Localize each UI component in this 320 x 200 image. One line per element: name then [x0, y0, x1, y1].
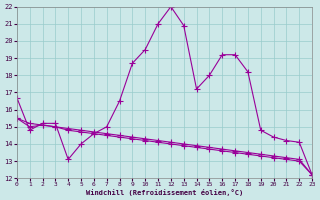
X-axis label: Windchill (Refroidissement éolien,°C): Windchill (Refroidissement éolien,°C) — [86, 189, 243, 196]
